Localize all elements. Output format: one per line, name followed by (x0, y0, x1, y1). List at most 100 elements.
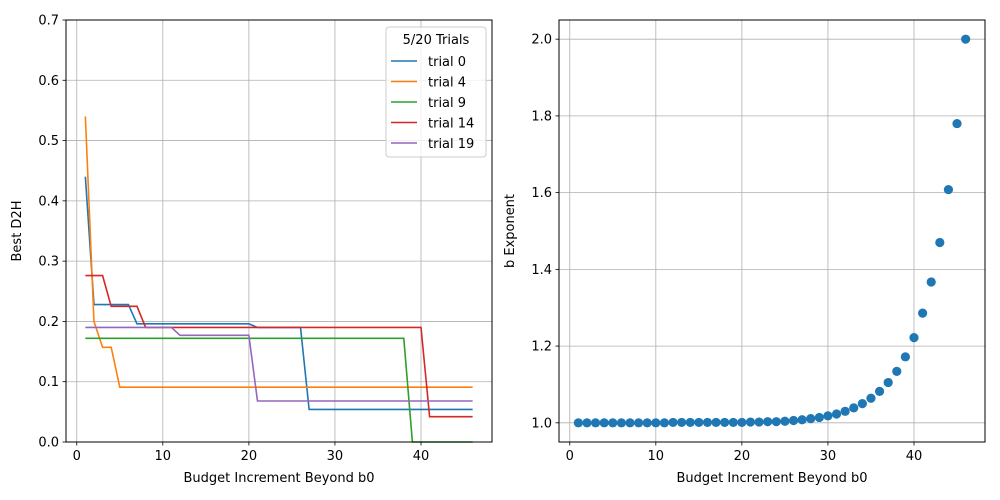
scatter-point (711, 417, 721, 428)
y-tick-labels: 0.0 0.1 0.2 0.3 0.4 0.5 0.6 0.7 (38, 14, 59, 451)
y-tick-labels: 1.0 1.2 1.4 1.6 1.8 2.0 (531, 33, 552, 432)
scatter-point (677, 417, 687, 428)
x-tick-labels: 0 10 20 30 40 (566, 449, 923, 464)
plot-frame (65, 19, 493, 443)
scatter-point (573, 418, 583, 428)
plot-frame (558, 19, 986, 443)
scatter-point (659, 418, 670, 428)
y-tick-label: 0.0 (38, 436, 59, 451)
y-tick-label: 0.3 (38, 255, 59, 270)
y-tick-label: 0.7 (38, 14, 59, 29)
scatter-point (823, 411, 833, 421)
legend-entry-label: trial 9 (428, 96, 466, 111)
scatter-point (900, 352, 910, 362)
series-line-trial-4 (84, 116, 473, 388)
d2h-line-chart: 0 10 20 30 40 0.0 0.1 0.2 0.3 0.4 0.5 0.6 0.7 Budge… (10, 14, 493, 486)
x-tick-label: 0 (73, 449, 81, 464)
series-line-trial-19 (85, 326, 473, 402)
y-axis-label: b Exponent (503, 194, 518, 268)
scatter-point (728, 417, 738, 428)
x-tick-label: 40 (413, 449, 430, 464)
x-tick-label: 20 (734, 449, 751, 464)
scatter-point (883, 377, 893, 388)
scatter-point (857, 399, 867, 409)
scatter-point (608, 418, 618, 428)
x-tick-label: 10 (155, 449, 172, 464)
legend-entry-label: trial 19 (428, 137, 474, 152)
scatter-point (840, 406, 850, 416)
y-axis-label: Best D2H (10, 201, 25, 262)
series-lines (84, 116, 473, 443)
tick-marks (555, 38, 915, 446)
scatter-point (943, 184, 954, 195)
x-tick-label: 0 (566, 449, 574, 464)
x-tick-label: 40 (906, 449, 923, 464)
y-tick-label: 0.5 (38, 134, 59, 149)
scatter-point (918, 308, 928, 318)
series-line-trial-0 (84, 176, 473, 411)
y-tick-label: 2.0 (531, 33, 552, 48)
scatter-point (651, 418, 661, 428)
scatter-point (625, 418, 635, 428)
scatter-point (866, 393, 876, 403)
y-tick-label: 0.6 (38, 74, 59, 89)
x-tick-labels: 0 10 20 30 40 (73, 449, 430, 464)
scatter-point (763, 417, 773, 427)
legend-entry-label: trial 0 (428, 55, 466, 70)
scatter-point (634, 418, 644, 428)
scatter-point (961, 34, 971, 44)
scatter-point (952, 118, 962, 129)
scatter-point (685, 417, 695, 428)
x-tick-label: 20 (241, 449, 258, 464)
scatter-point (814, 412, 824, 423)
scatter-point (694, 417, 704, 428)
y-tick-label: 0.4 (38, 194, 59, 209)
tick-marks (62, 19, 422, 446)
x-tick-label: 30 (327, 449, 344, 464)
series-line-trial-9 (85, 337, 473, 443)
scatter-point (874, 386, 885, 396)
legend-box (385, 26, 487, 158)
scatter-point (926, 277, 936, 287)
scatter-point (599, 418, 609, 428)
scatter-point (788, 415, 799, 426)
scatter-point (892, 366, 902, 377)
scatter-point (935, 237, 945, 248)
scatter-point (909, 333, 919, 343)
y-tick-label: 1.6 (531, 186, 552, 201)
scatter-point (849, 403, 859, 413)
y-tick-label: 1.4 (531, 263, 552, 278)
scatter-point (616, 418, 626, 428)
scatter-point (590, 418, 601, 428)
legend-entry-label: trial 4 (428, 76, 466, 91)
scatter-point (702, 417, 713, 428)
legend: 5/20 Trials trial 0 trial 4 trial 9 trial 1… (385, 26, 487, 158)
scatter-point (754, 417, 764, 427)
y-tick-label: 1.0 (531, 416, 552, 431)
scatter-points (573, 34, 971, 428)
y-tick-label: 0.1 (38, 375, 59, 390)
y-tick-label: 1.2 (531, 340, 552, 355)
scatter-point (806, 414, 816, 424)
scatter-point (771, 417, 781, 427)
scatter-point (720, 417, 730, 428)
scatter-point (797, 415, 807, 425)
x-tick-label: 10 (648, 449, 665, 464)
scatter-point (668, 417, 678, 428)
grid (559, 20, 985, 442)
scatter-point (831, 409, 842, 419)
y-tick-label: 1.8 (531, 109, 552, 124)
scatter-point (745, 417, 756, 427)
x-tick-label: 30 (820, 449, 837, 464)
scatter-point (642, 418, 652, 428)
legend-entry-label: trial 14 (428, 117, 474, 132)
b-exponent-scatter-chart: 0 10 20 30 40 1.0 1.2 1.4 1.6 1.8 2.0 Budget Incr… (503, 19, 986, 486)
scatter-point (780, 416, 790, 426)
x-axis-label: Budget Increment Beyond b0 (183, 471, 374, 486)
series-line-trial-14 (85, 274, 473, 418)
scatter-point (582, 418, 592, 428)
scatter-point (737, 417, 747, 428)
legend-entries: trial 0 trial 4 trial 9 trial 14 trial 19 (391, 55, 474, 152)
x-axis-label: Budget Increment Beyond b0 (676, 471, 867, 486)
